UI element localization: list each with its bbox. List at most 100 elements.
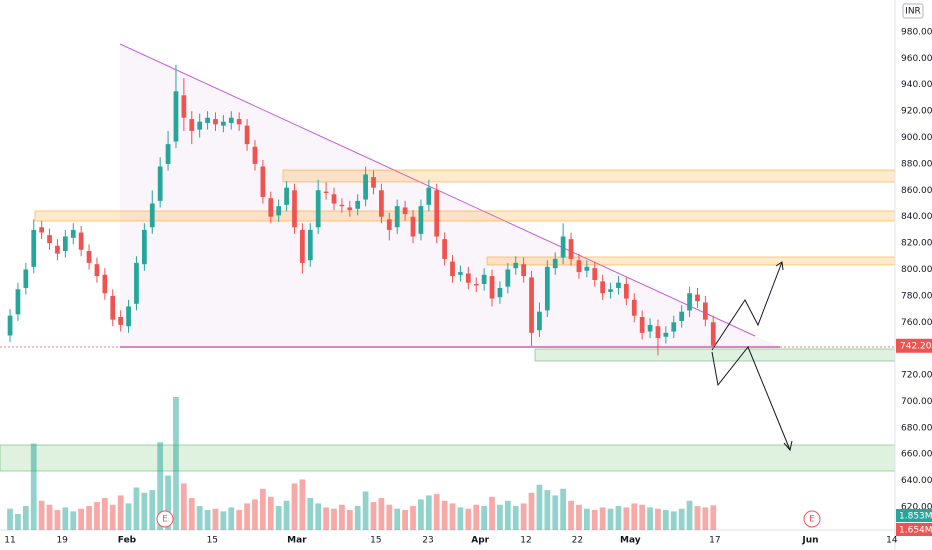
volume-bar xyxy=(267,496,274,530)
candle-body xyxy=(663,332,669,337)
volume-bar xyxy=(418,499,424,530)
candle-body xyxy=(584,266,590,271)
volume-bar xyxy=(489,496,495,530)
candle-body xyxy=(695,294,700,302)
volume-bar xyxy=(299,479,306,530)
volume-bar xyxy=(623,507,630,530)
volume-bar xyxy=(196,506,203,530)
candle-body xyxy=(110,295,116,320)
candle-body xyxy=(134,262,139,304)
candle-body xyxy=(394,206,400,228)
volume-bar xyxy=(323,507,329,530)
volume-bar xyxy=(236,510,243,530)
volume-bar xyxy=(552,495,559,530)
candle-body xyxy=(149,203,155,228)
x-tick-label: Apr xyxy=(471,536,489,546)
candle-body xyxy=(307,229,313,261)
volume-label: 1.853M xyxy=(899,512,932,522)
volume-bar xyxy=(504,500,511,530)
volume-bar xyxy=(710,505,717,530)
candle-body xyxy=(173,91,179,142)
volume-bar xyxy=(109,504,116,530)
volume-bar xyxy=(591,510,598,530)
volume-bar xyxy=(599,507,606,530)
y-tick-label: 900.00 xyxy=(901,133,932,143)
candle-body xyxy=(560,236,566,258)
volume-bar xyxy=(512,506,519,530)
last-price-label: 742.20 xyxy=(900,341,932,351)
volume-bar xyxy=(54,510,61,530)
volume-bar xyxy=(662,510,669,530)
candle-body xyxy=(260,166,266,197)
volume-bar xyxy=(133,487,140,530)
volume-bar xyxy=(346,510,353,530)
volume-bar xyxy=(244,503,250,530)
volume-bar xyxy=(101,498,108,530)
volume-bar xyxy=(497,504,503,530)
candle-body xyxy=(386,219,392,230)
candle-body xyxy=(189,119,195,131)
volume-bar xyxy=(568,500,574,530)
candle-body xyxy=(355,200,361,209)
candle-body xyxy=(465,273,471,283)
x-tick-label: 23 xyxy=(422,536,433,546)
candle-body xyxy=(165,144,171,164)
candle-body xyxy=(410,216,416,237)
y-tick-label: 680.00 xyxy=(901,423,932,433)
volume-bar xyxy=(86,506,92,530)
volume-bar xyxy=(465,508,472,530)
candle-body xyxy=(379,190,384,217)
candle-body xyxy=(505,269,511,287)
candle-body xyxy=(402,207,408,215)
volume-bar xyxy=(457,507,464,530)
volume-bar xyxy=(354,506,361,530)
volume-bar xyxy=(46,504,53,530)
volume-bar xyxy=(583,508,590,530)
volume-bar xyxy=(576,504,582,530)
projection-arrow xyxy=(711,346,791,451)
y-tick-label: 620.00 xyxy=(901,503,932,513)
candle-body xyxy=(331,194,337,204)
arrow-head xyxy=(783,440,793,452)
volume-bar xyxy=(607,508,614,530)
volume-bar xyxy=(362,491,369,530)
candle-body xyxy=(608,289,613,292)
volume-label: 1.654M xyxy=(899,526,932,536)
volume-bar xyxy=(670,511,677,530)
y-tick-label: 860.00 xyxy=(901,186,932,196)
candle-body xyxy=(568,239,574,259)
volume-bar xyxy=(220,511,227,530)
candle-body xyxy=(86,251,92,263)
volume-bar xyxy=(544,490,551,530)
x-tick-label: 15 xyxy=(207,536,218,546)
candle-body xyxy=(521,264,527,277)
candle-body xyxy=(55,245,60,254)
y-tick-label: 880.00 xyxy=(901,159,932,169)
earnings-marker xyxy=(156,510,174,528)
volume-bar xyxy=(307,498,314,530)
volume-bar xyxy=(70,511,77,530)
volume-bar xyxy=(339,504,345,530)
volume-bar xyxy=(78,508,85,530)
y-tick-label: 720.00 xyxy=(901,371,932,381)
trend-line xyxy=(119,43,756,337)
candle-body xyxy=(616,282,621,288)
volume-bar xyxy=(394,508,401,530)
volume-bar xyxy=(30,443,37,530)
volume-bar xyxy=(702,507,709,530)
candle-body xyxy=(473,284,479,286)
candle-body xyxy=(434,190,440,237)
candle-body xyxy=(489,276,495,299)
candle-body xyxy=(126,306,131,327)
candle-body xyxy=(47,235,52,244)
support-zone xyxy=(534,348,896,362)
volume-bar xyxy=(22,506,29,530)
volume-bar xyxy=(402,510,408,530)
support-zone xyxy=(0,444,896,472)
volume-bar xyxy=(165,475,171,530)
x-tick-label: Jun xyxy=(801,536,818,546)
volume-bar xyxy=(62,507,69,530)
volume-bar xyxy=(425,495,432,530)
candle-body xyxy=(426,187,432,205)
